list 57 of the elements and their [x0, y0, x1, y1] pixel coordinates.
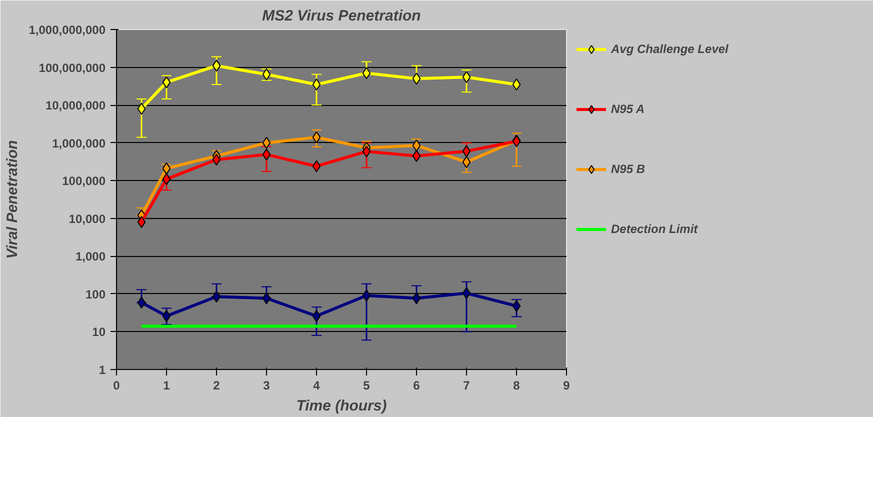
point: [212, 290, 221, 303]
point: [162, 162, 171, 174]
y-tick-label: 1,000: [75, 250, 106, 264]
x-axis-title: Time (hours): [296, 398, 387, 414]
legend-label: N95 B: [611, 162, 646, 176]
x-tick-label: 7: [463, 378, 470, 392]
x-tick-label: 8: [513, 378, 520, 392]
x-tick-label: 3: [263, 378, 270, 392]
point: [312, 131, 321, 144]
legend-label: Detection Limit: [611, 222, 698, 236]
point: [137, 102, 146, 115]
x-tick-label: 4: [313, 378, 320, 392]
point: [262, 136, 271, 149]
y-axis-title: Viral Penetration: [4, 140, 21, 259]
y-tick-label: 100,000,000: [38, 60, 106, 75]
point: [312, 78, 321, 90]
point: [462, 287, 471, 300]
point: [462, 71, 471, 84]
point: [412, 140, 421, 152]
point: [412, 72, 421, 85]
point: [362, 67, 371, 80]
point: [162, 310, 171, 322]
x-tick-label: 6: [413, 378, 420, 392]
x-tick-label: 0: [113, 378, 120, 392]
x-tick-label: 9: [563, 378, 570, 392]
point: [162, 76, 171, 88]
point: [462, 145, 471, 158]
point: [412, 150, 421, 162]
y-tick-label: 100: [85, 287, 106, 302]
point: [512, 300, 521, 312]
y-tick-label: 1: [98, 363, 106, 377]
point: [212, 154, 221, 166]
point: [412, 292, 421, 304]
point: [162, 173, 171, 186]
y-tick-label: 10: [92, 325, 106, 340]
x-tick-label: 1: [163, 378, 170, 392]
point: [362, 145, 371, 158]
point: [362, 289, 371, 302]
y-tick-label: 1,000,000: [52, 136, 106, 150]
point: [137, 296, 146, 309]
point: [512, 78, 521, 90]
chart-title: MS2 Virus Penetration: [262, 8, 421, 24]
point: [262, 292, 271, 304]
y-tick-label: 10,000,000: [45, 98, 106, 113]
point: [312, 310, 321, 322]
point: [312, 160, 321, 172]
x-tick-label: 5: [363, 378, 370, 392]
point: [212, 60, 221, 72]
legend-label: Avg Challenge Level: [611, 42, 728, 56]
y-tick-label: 10,000: [68, 212, 106, 226]
legend-label: N95 A: [611, 102, 645, 116]
point: [462, 156, 471, 168]
y-tick-label: 100,000: [62, 174, 106, 188]
y-tick-label: 1,000,000,000: [28, 23, 106, 37]
x-tick-label: 2: [213, 378, 220, 392]
point: [262, 148, 271, 161]
point: [137, 216, 146, 228]
